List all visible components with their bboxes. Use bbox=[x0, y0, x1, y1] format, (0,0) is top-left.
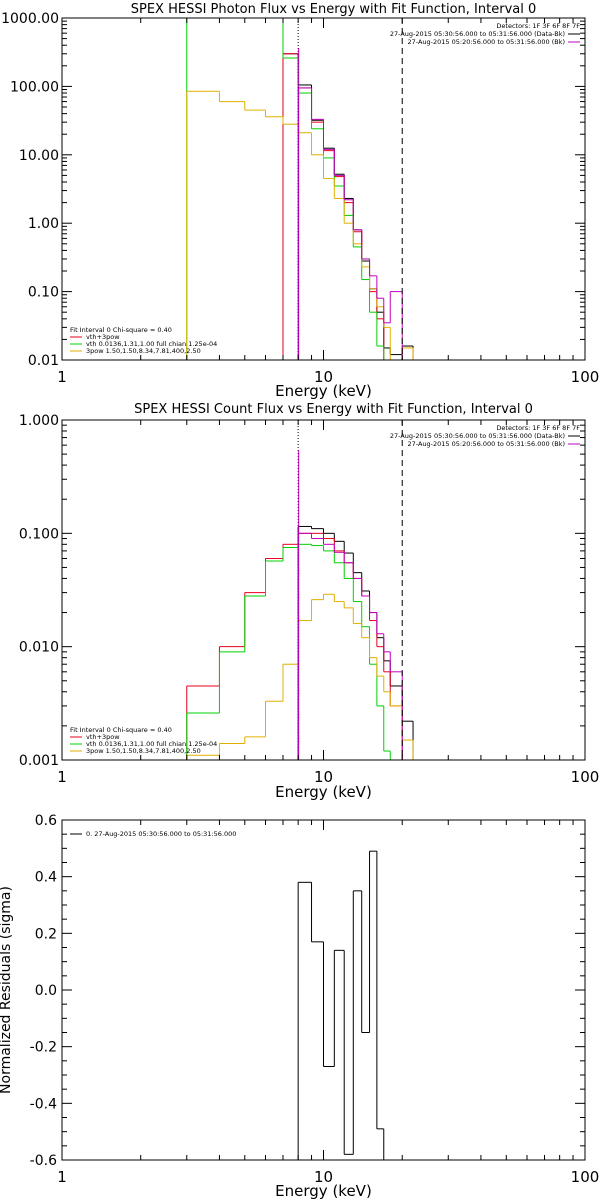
legend-label-total: vth+3pow bbox=[86, 333, 120, 341]
y-tick-label: 0.010 bbox=[19, 640, 59, 656]
y-axis: 0.6 0.4 0.2 0.0 -0.2 -0.4 -0.6 bbox=[30, 813, 585, 1169]
legend-header: Fit Interval 0 Chi-square = 0.40 bbox=[70, 726, 172, 734]
x-tick-label: 1 bbox=[57, 368, 67, 386]
y-tick-label: 0.01 bbox=[28, 353, 59, 369]
y-axis: 0.001 0.010 0.100 1.000 bbox=[19, 413, 585, 769]
x-axis: 1 10 100 bbox=[57, 820, 599, 1186]
legend-header: Fit Interval 0 Chi-square = 0.40 bbox=[70, 326, 172, 334]
x-tick-label: 100 bbox=[571, 368, 600, 386]
y-tick-label: 1000.00 bbox=[1, 11, 59, 27]
y-tick-label: 0.6 bbox=[35, 813, 57, 829]
y-tick-label: 1.000 bbox=[19, 413, 59, 429]
x-tick-label: 1 bbox=[57, 768, 67, 786]
chart-title: SPEX HESSI Photon Flux vs Energy with Fi… bbox=[131, 2, 537, 17]
x-axis-label: Energy (keV) bbox=[275, 382, 372, 400]
plot-area bbox=[186, 525, 414, 760]
data-interval-text: 27-Aug-2015 05:30:56.000 to 05:31:56.000… bbox=[390, 30, 565, 38]
x-axis-label: Energy (keV) bbox=[275, 1182, 372, 1200]
x-tick-label: 100 bbox=[571, 1168, 600, 1186]
legend-label-data: 0. 27-Aug-2015 05:30:56.000 to 05:31:56.… bbox=[86, 830, 236, 838]
panel-photon: 1 10 100 Energy (keV) 0.01 0.10 1.00 10.00 100.0… bbox=[1, 2, 599, 400]
series-background bbox=[297, 532, 403, 760]
series-power_law bbox=[186, 593, 414, 760]
y-tick-label: 0.001 bbox=[19, 753, 59, 769]
series-data bbox=[297, 850, 403, 1160]
x-tick-label: 10 bbox=[314, 368, 333, 386]
series-power_law bbox=[186, 90, 414, 360]
y-tick-label: 0.4 bbox=[35, 870, 57, 886]
y-tick-label: -0.6 bbox=[30, 1153, 57, 1169]
panel-residuals: 1 10 100 Energy (keV) 0.6 0.4 0.2 0.0 -0.2 -0.4 -0… bbox=[0, 813, 599, 1200]
chart-title: SPEX HESSI Count Flux vs Energy with Fit… bbox=[134, 402, 533, 417]
y-tick-label: 10.00 bbox=[19, 148, 59, 164]
legend: Fit Interval 0 Chi-square = 0.40vth+3pow… bbox=[70, 326, 217, 355]
bk-interval-text: 27-Aug-2015 05:20:56.000 to 05:31:56.000… bbox=[408, 440, 565, 448]
bk-interval-text: 27-Aug-2015 05:20:56.000 to 05:31:56.000… bbox=[408, 38, 565, 46]
legend-label-total: vth+3pow bbox=[86, 733, 120, 741]
y-tick-label: 0.100 bbox=[19, 526, 59, 542]
x-axis-label: Energy (keV) bbox=[275, 783, 372, 801]
x-tick-label: 1 bbox=[57, 1168, 67, 1186]
y-axis: 0.01 0.10 1.00 10.00 100.00 1000.00 bbox=[1, 11, 585, 369]
x-tick-label: 100 bbox=[571, 768, 600, 786]
legend-label-power_law: 3pow 1.50,1.50,8.34,7.81,400,2.50 bbox=[86, 747, 201, 755]
plot-area bbox=[186, 18, 414, 360]
y-tick-label: 0.2 bbox=[35, 926, 57, 942]
series-thermal bbox=[186, 543, 391, 760]
legend: 0. 27-Aug-2015 05:30:56.000 to 05:31:56.… bbox=[70, 830, 236, 838]
data-interval-text: 27-Aug-2015 05:30:56.000 to 05:31:56.000… bbox=[390, 432, 565, 440]
plot-area bbox=[297, 850, 403, 1160]
plot-frame bbox=[61, 17, 586, 361]
legend-label-power_law: 3pow 1.50,1.50,8.34,7.81,400,2.50 bbox=[86, 347, 201, 355]
legend: Fit Interval 0 Chi-square = 0.40vth+3pow… bbox=[70, 726, 217, 755]
y-tick-label: -0.4 bbox=[30, 1096, 57, 1112]
legend-label-thermal: vth 0.0136,1.31,1.00 full chian 1.25e-04 bbox=[86, 340, 217, 348]
detectors-text: Detectors: 1F 3F 6F 8F 7F bbox=[496, 424, 580, 432]
x-axis: 1 10 100 bbox=[57, 18, 599, 386]
legend-label-thermal: vth 0.0136,1.31,1.00 full chian 1.25e-04 bbox=[86, 740, 217, 748]
plot-frame bbox=[61, 419, 586, 761]
y-tick-label: -0.2 bbox=[30, 1040, 57, 1056]
x-tick-label: 10 bbox=[314, 1168, 333, 1186]
y-tick-label: 0.0 bbox=[35, 983, 57, 999]
series-data bbox=[282, 53, 414, 360]
x-tick-label: 10 bbox=[314, 768, 333, 786]
panel-count: 1 10 100 Energy (keV) 0.001 0.010 0.100 1.000 SP… bbox=[19, 402, 599, 801]
series-data bbox=[297, 525, 414, 760]
y-tick-label: 0.10 bbox=[28, 285, 59, 301]
y-axis-label: Normalized Residuals (sigma) bbox=[0, 886, 14, 1094]
y-tick-label: 100.00 bbox=[10, 79, 59, 95]
detectors-text: Detectors: 1F 3F 6F 8F 7F bbox=[496, 22, 580, 30]
y-tick-label: 1.00 bbox=[28, 216, 59, 232]
series-thermal bbox=[186, 18, 385, 360]
